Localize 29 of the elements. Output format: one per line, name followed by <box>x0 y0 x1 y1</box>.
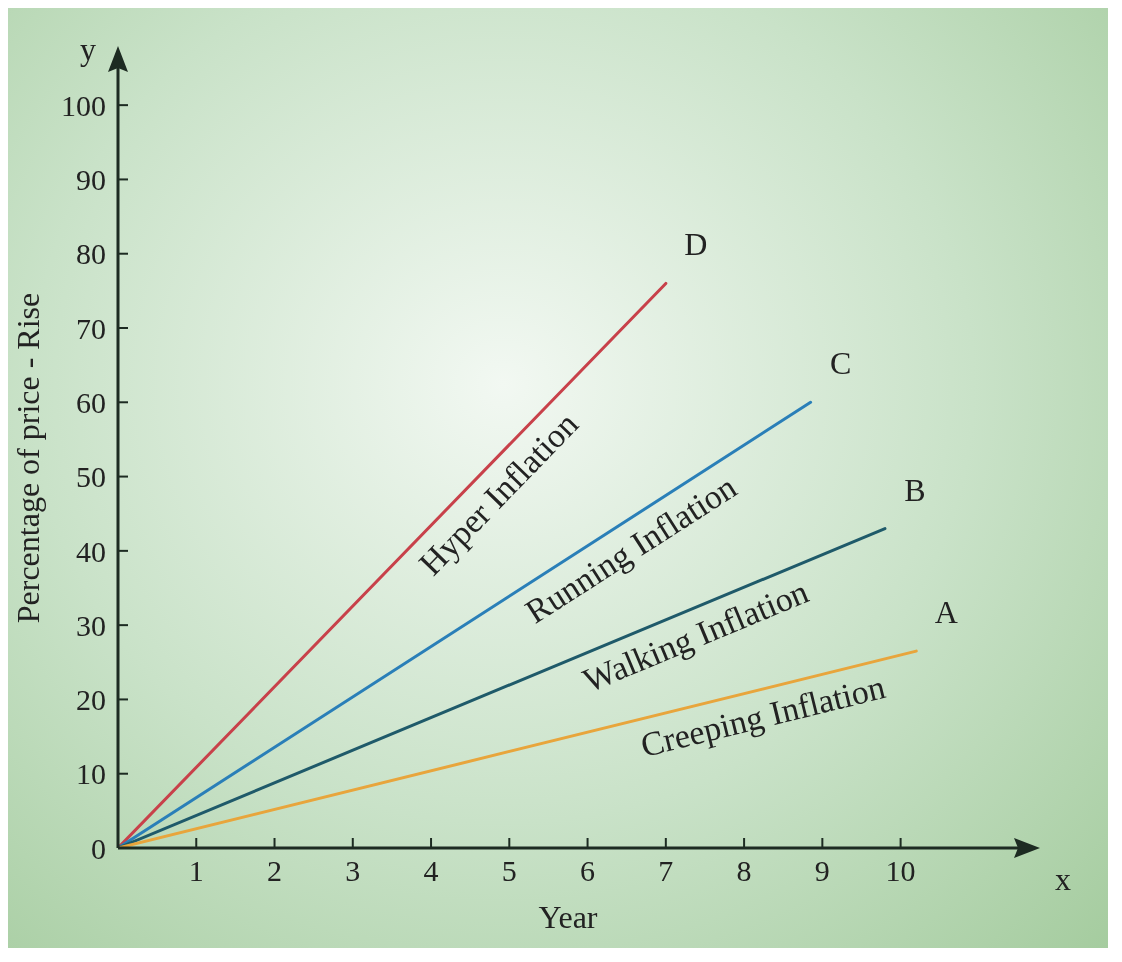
series-label: D <box>684 226 708 263</box>
y-tick-label: 20 <box>76 683 106 717</box>
x-tick-label: 3 <box>345 854 361 888</box>
y-tick-label: 10 <box>76 757 106 791</box>
text: y <box>80 31 96 67</box>
y-tick-label: 70 <box>76 311 106 345</box>
series-label: A <box>934 594 958 631</box>
y-tick-label: 60 <box>76 385 106 419</box>
y-axis-title: Percentage of price - Rise <box>10 292 47 624</box>
y-tick-label: 50 <box>76 460 106 494</box>
y-tick-label: 0 <box>91 831 106 865</box>
y-tick-label: 100 <box>61 88 106 122</box>
y-tick-label: 30 <box>76 608 106 642</box>
y-tick-label: 90 <box>76 163 106 197</box>
x-tick-label: 10 <box>885 854 916 888</box>
x-tick-label: 6 <box>580 854 596 888</box>
x-tick-label: 7 <box>658 854 674 888</box>
y-tick-label: 80 <box>76 237 106 271</box>
x-tick-label: 4 <box>423 854 439 888</box>
text: x <box>1055 861 1071 897</box>
series-label: B <box>904 471 926 508</box>
x-axis-title: Year <box>538 899 598 935</box>
x-tick-label: 5 <box>501 854 517 888</box>
x-tick-label: 8 <box>736 854 752 888</box>
x-tick-label: 9 <box>814 854 830 888</box>
x-tick-label: 1 <box>188 854 204 888</box>
y-tick-label: 40 <box>76 534 106 568</box>
x-tick-label: 2 <box>267 854 283 888</box>
series-label: C <box>829 345 852 382</box>
